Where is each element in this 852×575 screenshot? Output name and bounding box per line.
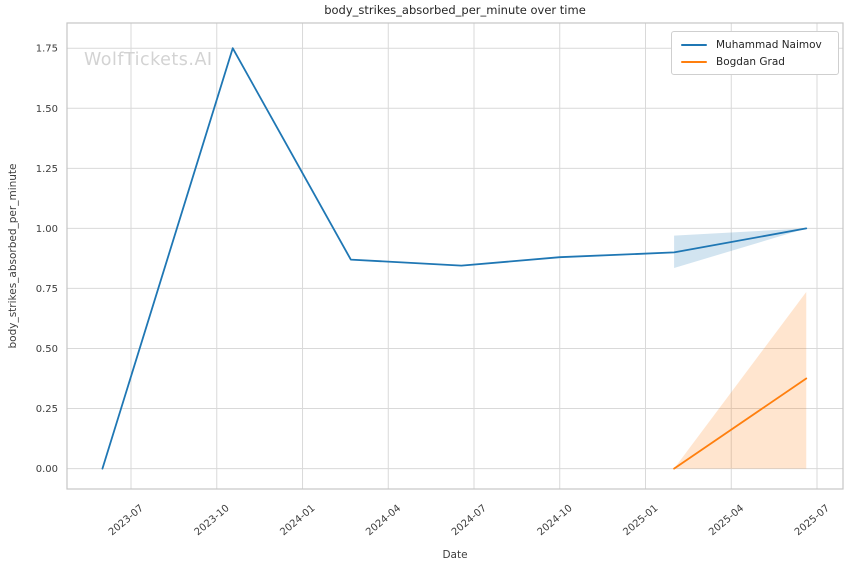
- watermark: WolfTickets.AI: [84, 50, 213, 70]
- svg-text:0.75: 0.75: [36, 284, 58, 295]
- svg-text:1.00: 1.00: [36, 224, 58, 235]
- x-axis-label: Date: [442, 549, 468, 561]
- svg-text:2024-07: 2024-07: [450, 503, 489, 538]
- legend-item: Bogdan Grad: [681, 55, 829, 68]
- svg-text:0.00: 0.00: [36, 464, 58, 475]
- svg-text:0.50: 0.50: [36, 344, 58, 355]
- y-axis-label: body_strikes_absorbed_per_minute: [7, 163, 19, 349]
- legend: Muhammad Naimov Bogdan Grad: [671, 31, 839, 75]
- legend-line-icon: [681, 60, 707, 63]
- legend-label: Bogdan Grad: [716, 55, 785, 68]
- svg-text:1.25: 1.25: [36, 164, 58, 175]
- svg-text:2024-10: 2024-10: [536, 503, 575, 538]
- legend-label: Muhammad Naimov: [716, 38, 822, 51]
- svg-text:1.75: 1.75: [36, 44, 58, 55]
- svg-text:2023-07: 2023-07: [107, 503, 146, 538]
- svg-text:1.50: 1.50: [36, 104, 58, 115]
- svg-text:0.25: 0.25: [36, 404, 58, 415]
- legend-line-icon: [681, 43, 707, 46]
- svg-text:2025-04: 2025-04: [707, 503, 746, 538]
- svg-text:2025-07: 2025-07: [793, 503, 832, 538]
- svg-text:2025-01: 2025-01: [621, 503, 660, 538]
- svg-text:2024-04: 2024-04: [364, 503, 403, 538]
- chart-title: body_strikes_absorbed_per_minute over ti…: [324, 3, 586, 17]
- svg-text:2024-01: 2024-01: [278, 503, 317, 538]
- svg-text:2023-10: 2023-10: [193, 503, 232, 538]
- legend-item: Muhammad Naimov: [681, 38, 829, 51]
